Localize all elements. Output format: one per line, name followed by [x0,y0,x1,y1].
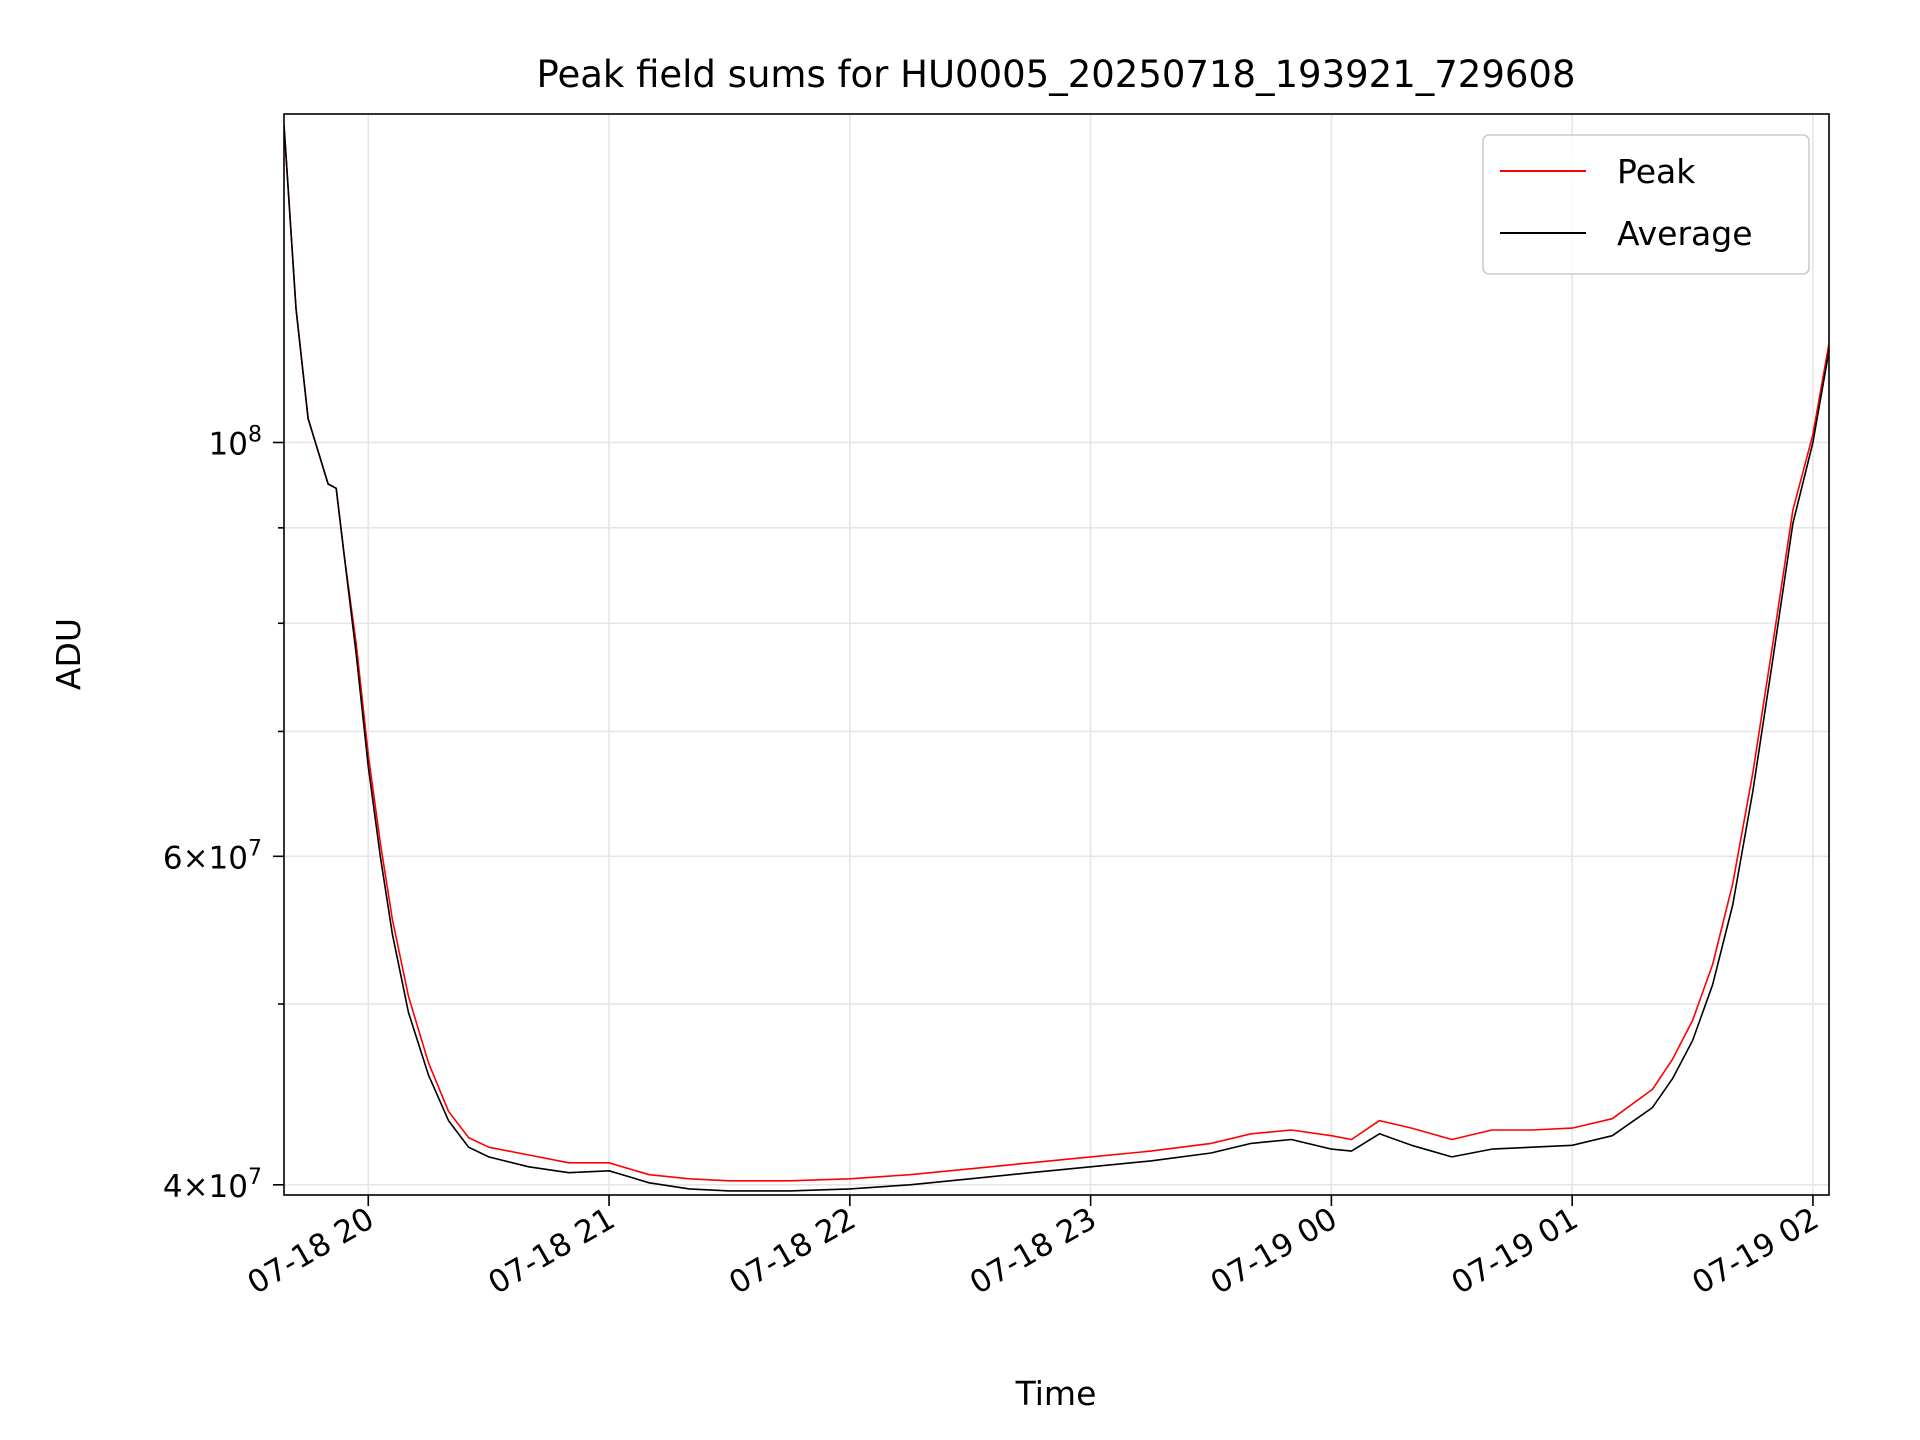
series-line-average [284,124,1829,1192]
chart-title: Peak field sums for HU0005_20250718_1939… [536,53,1575,96]
series-layer [284,124,1829,1192]
grid [284,114,1829,1195]
x-axis-label: Time [1015,1374,1097,1413]
series-line-peak [284,124,1829,1182]
legend-peak-label: Peak [1617,152,1696,191]
y-tick-label: 6×107 [163,836,262,876]
legend-average-label: Average [1617,214,1753,253]
y-axis-label: ADU [49,618,88,690]
y-tick-label: 108 [209,422,262,462]
legend: Peak Average [1482,134,1810,275]
plot-frame [283,113,1830,1196]
legend-frame [1482,134,1810,275]
y-tick-label: 4×107 [163,1165,262,1205]
